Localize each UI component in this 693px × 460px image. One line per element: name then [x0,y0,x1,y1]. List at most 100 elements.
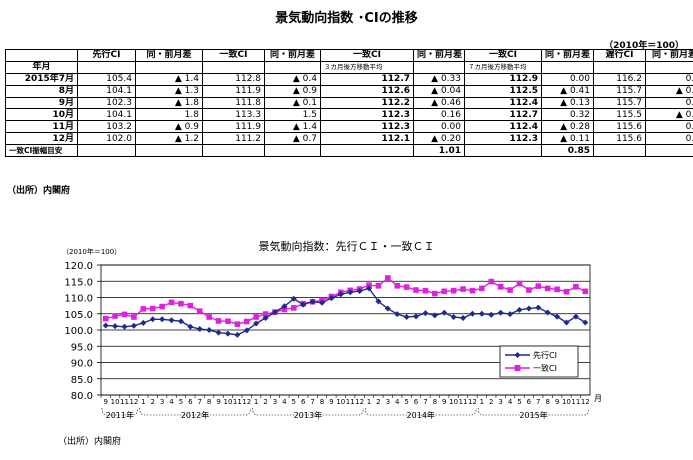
x-tick-label: 10 [336,398,345,406]
table-cell: ▲ 0.13 [541,96,594,110]
data-point [224,330,231,337]
data-point [290,295,297,302]
x-tick-label: 3 [273,398,277,406]
y-tick-label: 95.0 [71,342,93,353]
data-point [516,306,523,313]
x-tick-label: 9 [103,398,107,406]
page-title: 景気動向指数 ･CIの推移 [275,11,418,26]
x-tick-label: 4 [169,398,174,406]
table-cell: 112.8 [202,72,265,86]
data-point [253,320,260,327]
x-tick-label: 7 [310,398,314,406]
y-tick-label: 115.0 [64,277,93,288]
data-point [112,323,119,330]
series-line-senko [105,287,586,336]
x-tick-label: 11 [233,398,242,406]
table-row: 9月 102.3 ▲ 1.8 111.8 ▲ 0.1 112.2 ▲ 0.46 112.4 ▲ … [5,96,693,110]
x-tick-label: 6 [414,398,419,406]
x-tick-label: 11 [459,398,468,406]
data-point [403,314,410,320]
data-point [102,322,109,329]
data-point [460,314,467,321]
x-tick-label: 5 [517,398,521,406]
table-cell: ▲ 0.04 [413,84,465,98]
data-point [582,288,589,295]
empty-cell [645,144,693,158]
x-tick-label: 1 [367,398,371,406]
data-point [441,288,448,295]
data-point [196,326,203,333]
x-tick-label: 9 [442,398,446,406]
data-point [460,286,466,292]
data-point [121,323,128,330]
x-tick-label: 7 [536,398,540,406]
data-point [544,285,551,292]
data-point [215,318,222,324]
y-tick-label: 110.0 [64,294,93,305]
year-bracket [252,407,364,416]
x-tick-label: 4 [508,398,513,406]
data-point [300,301,307,308]
data-point [403,284,410,290]
data-point [281,306,288,313]
x-tick-label: 2 [489,398,493,406]
x-tick-label: 8 [545,398,549,406]
table-cell: 1.5 [264,108,321,122]
x-tick-label: 8 [320,398,324,406]
table-row: 2015年7月 105.4 ▲ 1.4 112.8 ▲ 0.4 112.7 ▲ 0.33 11… [5,72,693,86]
x-tick-label: 2 [150,398,154,406]
data-point [544,309,551,316]
year-label: 2012年 [181,410,209,420]
data-point [535,283,542,289]
x-tick-label: 10 [562,398,571,406]
footer-label: 一致CI振幅目安 [5,144,78,158]
data-point [366,282,372,288]
y-tick-label: 100.0 [64,326,93,337]
data-point [206,327,213,333]
x-tick-label: 7 [198,398,202,406]
x-tick-label: 9 [555,398,559,406]
table-cell: ▲ 0.9 [264,84,321,98]
data-point [394,283,401,289]
data-point [469,310,476,317]
legend-label: 先行CI [533,350,557,360]
y-tick-label: 80.0 [71,391,93,402]
table-row: 8月 104.1 ▲ 1.3 111.9 ▲ 0.9 112.6 ▲ 0.04 112.5 ▲ … [5,84,693,98]
data-point [384,305,391,312]
data-point [479,285,485,292]
table-cell: ▲ 1.4 [135,72,203,86]
data-point [572,313,579,320]
x-axis-suffix: 月 [594,394,602,403]
table-cell: ▲ 0.5 [645,84,693,98]
x-tick-label: 8 [433,398,437,406]
data-point [140,319,147,326]
data-point [347,289,354,296]
data-point [507,287,513,293]
table-cell: 112.6 [320,84,414,98]
data-point [178,300,184,307]
legend-marker [514,365,521,371]
data-point [385,275,391,281]
data-point [168,299,175,306]
data-point [432,290,438,297]
x-tick-label: 12 [129,398,138,406]
row-label: 10月 [5,108,78,122]
data-point [253,314,259,320]
x-tick-label: 2 [376,398,380,406]
y-tick-label: 90.0 [71,359,93,370]
x-tick-label: 12 [581,398,590,406]
table-cell: ▲ 0.2 [645,108,693,122]
data-point [516,280,523,287]
x-tick-label: 9 [329,398,333,406]
x-tick-label: 11 [571,398,580,406]
footer-ma3: 1.01 [413,144,465,158]
x-tick-label: 1 [254,398,258,406]
table-cell: 0.3 [645,72,693,86]
x-tick-label: 3 [160,398,164,406]
data-point [375,298,382,305]
data-point [526,287,532,293]
data-point [469,287,476,294]
x-tick-label: 6 [527,398,532,406]
y-tick-label: 120.0 [64,261,93,272]
